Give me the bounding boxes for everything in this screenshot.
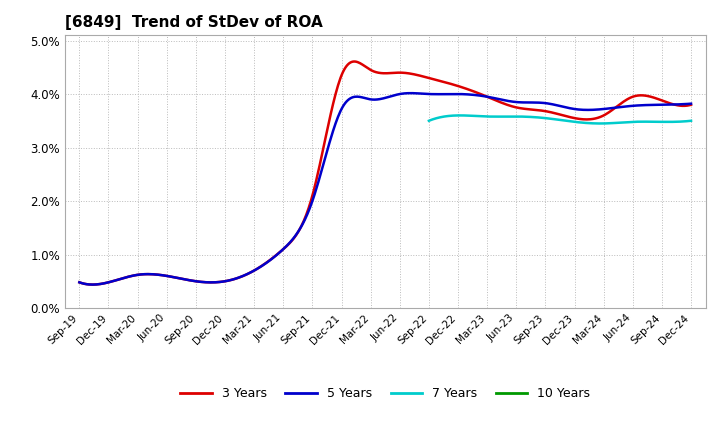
Legend: 3 Years, 5 Years, 7 Years, 10 Years: 3 Years, 5 Years, 7 Years, 10 Years	[176, 382, 595, 405]
Text: [6849]  Trend of StDev of ROA: [6849] Trend of StDev of ROA	[65, 15, 323, 30]
